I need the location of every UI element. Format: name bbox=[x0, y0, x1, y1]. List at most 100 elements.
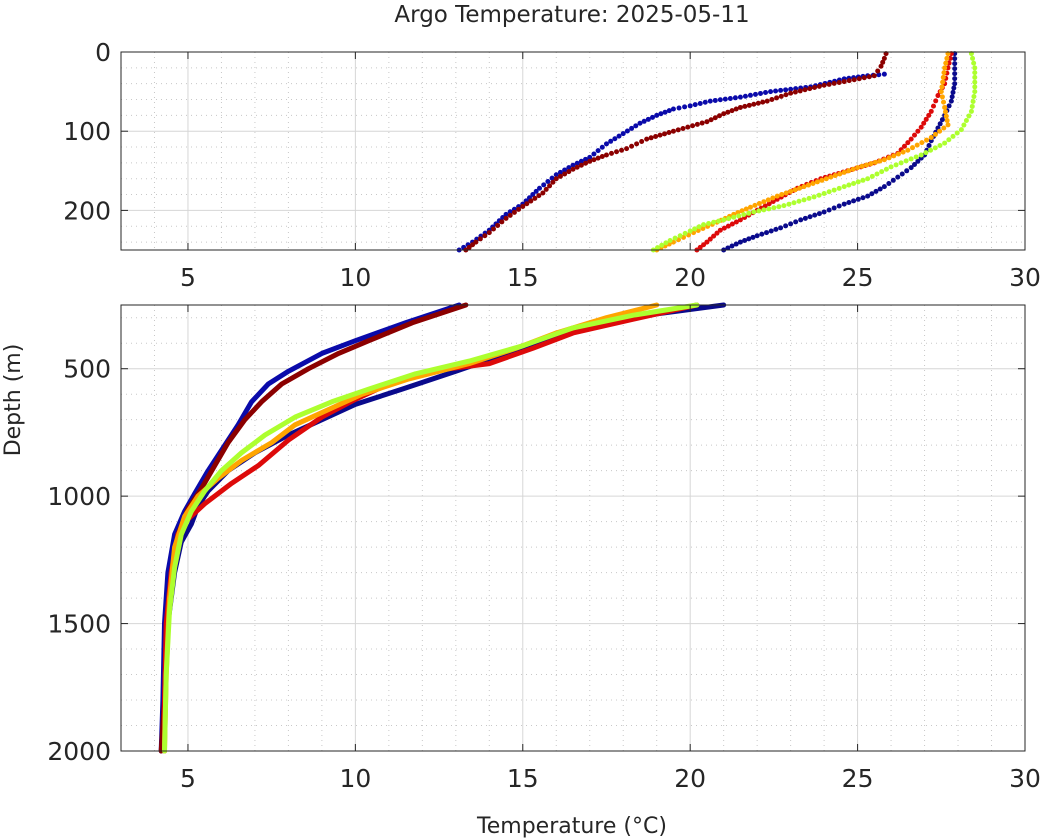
data-point bbox=[754, 233, 760, 239]
data-point bbox=[682, 230, 688, 236]
data-point bbox=[470, 242, 476, 248]
data-point bbox=[878, 63, 884, 69]
data-point bbox=[737, 104, 743, 110]
data-point bbox=[951, 85, 957, 91]
data-point bbox=[761, 199, 767, 205]
data-point bbox=[778, 87, 784, 93]
data-point bbox=[792, 89, 798, 95]
data-point bbox=[712, 115, 718, 121]
x-axis-label: Temperature (°C) bbox=[476, 814, 667, 839]
data-point bbox=[557, 169, 563, 175]
series-group bbox=[158, 302, 727, 754]
data-point bbox=[851, 180, 857, 186]
data-point bbox=[937, 121, 943, 127]
data-point bbox=[541, 182, 547, 188]
data-point bbox=[701, 242, 707, 248]
data-point bbox=[711, 233, 717, 239]
data-point bbox=[802, 215, 808, 221]
data-point bbox=[900, 149, 906, 155]
data-point bbox=[801, 184, 807, 190]
data-point bbox=[670, 128, 676, 134]
data-point bbox=[747, 92, 753, 98]
data-point bbox=[578, 162, 584, 168]
data-point bbox=[903, 158, 909, 164]
data-point bbox=[910, 145, 916, 151]
data-point bbox=[732, 95, 738, 101]
data-point bbox=[609, 150, 615, 156]
data-point bbox=[972, 74, 978, 80]
data-point bbox=[831, 187, 837, 193]
data-point bbox=[846, 199, 852, 205]
data-point bbox=[968, 108, 974, 114]
x-tick-label: 20 bbox=[674, 764, 706, 793]
series-line bbox=[162, 302, 700, 754]
data-point bbox=[970, 99, 976, 104]
y-tick-label: 0 bbox=[95, 38, 111, 67]
data-point bbox=[919, 140, 925, 146]
data-point bbox=[958, 127, 964, 133]
data-point bbox=[826, 207, 832, 213]
data-point bbox=[771, 205, 777, 211]
data-point bbox=[928, 135, 934, 141]
data-point bbox=[755, 100, 761, 106]
data-point bbox=[850, 166, 856, 172]
data-point bbox=[725, 109, 731, 115]
data-point bbox=[769, 97, 775, 103]
data-point bbox=[881, 71, 887, 77]
data-point bbox=[516, 206, 522, 212]
data-point bbox=[682, 104, 688, 110]
y-tick-label: 500 bbox=[63, 355, 111, 384]
data-point bbox=[620, 131, 626, 137]
data-point bbox=[851, 198, 857, 204]
data-point bbox=[532, 195, 538, 201]
data-point bbox=[746, 210, 752, 216]
data-point bbox=[760, 99, 766, 105]
data-point bbox=[932, 145, 938, 151]
data-point bbox=[940, 74, 946, 80]
data-point bbox=[807, 214, 813, 220]
data-point bbox=[507, 209, 513, 215]
data-point bbox=[836, 185, 842, 191]
data-point bbox=[591, 157, 597, 163]
x-tick-label: 10 bbox=[339, 263, 371, 292]
data-point bbox=[759, 231, 765, 237]
data-point bbox=[603, 141, 609, 147]
data-point bbox=[776, 204, 782, 210]
data-point bbox=[811, 194, 817, 200]
y-tick-label: 1500 bbox=[47, 610, 111, 639]
data-point bbox=[768, 89, 774, 95]
y-tick-label: 2000 bbox=[47, 737, 111, 766]
data-point bbox=[477, 236, 483, 242]
data-point bbox=[773, 88, 779, 94]
data-point bbox=[766, 201, 772, 207]
data-point bbox=[877, 186, 883, 192]
data-point bbox=[793, 219, 799, 225]
data-point bbox=[865, 193, 871, 199]
data-point bbox=[940, 79, 946, 85]
data-point bbox=[658, 111, 664, 117]
data-point bbox=[948, 98, 954, 104]
data-point bbox=[918, 124, 924, 130]
data-point bbox=[915, 128, 921, 134]
data-point bbox=[570, 166, 576, 172]
data-point bbox=[530, 192, 536, 198]
data-point bbox=[736, 213, 742, 219]
data-point bbox=[783, 223, 789, 229]
data-point bbox=[533, 188, 539, 194]
data-point bbox=[578, 158, 584, 164]
data-point bbox=[783, 190, 789, 196]
data-point bbox=[859, 163, 865, 169]
data-point bbox=[938, 89, 944, 95]
data-point bbox=[675, 127, 681, 133]
data-point bbox=[783, 92, 789, 98]
data-point bbox=[696, 224, 702, 230]
data-point bbox=[912, 132, 918, 138]
data-point bbox=[722, 96, 728, 102]
data-point bbox=[823, 176, 829, 182]
data-point bbox=[874, 171, 880, 177]
data-point bbox=[677, 233, 683, 239]
data-point bbox=[764, 230, 770, 236]
data-point bbox=[856, 76, 862, 82]
data-point bbox=[757, 90, 763, 96]
data-point bbox=[933, 98, 939, 104]
